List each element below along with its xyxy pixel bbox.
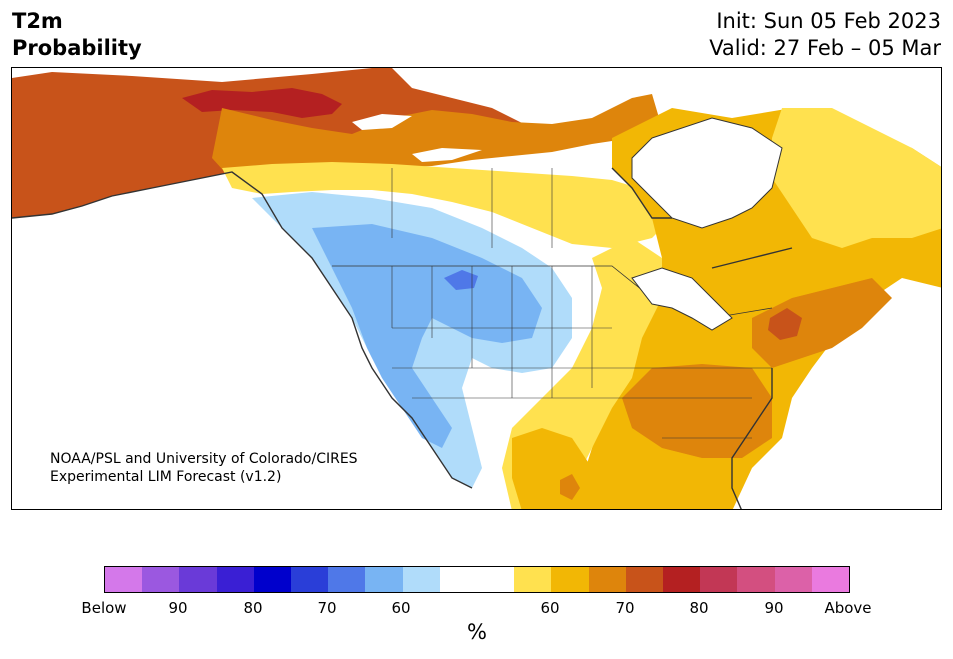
colorbar-segment	[439, 567, 478, 592]
colorbar-tick-label: 60	[540, 599, 560, 617]
colorbar-segment	[588, 567, 626, 592]
colorbar-segment	[625, 567, 664, 592]
canada-north-orange-region	[212, 94, 662, 184]
southeast-orange-region	[622, 364, 772, 458]
colorbar-tick-label: 80	[689, 599, 709, 617]
colorbar-segment	[551, 567, 589, 592]
colorbar-tick-label: 70	[317, 599, 337, 617]
arctic-lake-1	[352, 114, 412, 130]
hudson-bay	[631, 117, 783, 229]
colorbar-segment	[663, 567, 701, 592]
colorbar-segment	[291, 567, 329, 592]
colorbar-segment	[811, 567, 850, 592]
quebec-yellow-region	[772, 108, 941, 248]
new-england-dark-spot	[768, 308, 802, 340]
title-line-1: T2m	[12, 9, 63, 33]
colorbar-segment	[253, 567, 292, 592]
great-lakes	[631, 267, 733, 331]
colorbar	[104, 566, 850, 593]
colorbar-segment	[700, 567, 738, 592]
montana-deep-blue-spot	[444, 270, 478, 290]
colorbar-segment	[477, 567, 515, 592]
map-canvas	[12, 68, 941, 509]
colorbar-segment	[737, 567, 775, 592]
colorbar-segment	[216, 567, 254, 592]
western-blue-region	[312, 224, 542, 448]
colorbar-tick-label: 90	[168, 599, 188, 617]
northeast-dark-orange-region	[752, 278, 892, 368]
colorbar-segment	[328, 567, 366, 592]
credit-text: NOAA/PSL and University of Colorado/CIRE…	[50, 450, 358, 486]
texas-orange-spot	[560, 474, 580, 500]
coastline	[12, 167, 793, 509]
colorbar-tick-label: 60	[391, 599, 411, 617]
colorbar-tick-label: 90	[764, 599, 784, 617]
forecast-dates: Init: Sun 05 Feb 2023 Valid: 27 Feb – 05…	[709, 8, 941, 62]
colorbar-segment	[179, 567, 217, 592]
colorbar-segment	[402, 567, 440, 592]
colorbar-tick-label: 70	[615, 599, 635, 617]
credit-line-1: NOAA/PSL and University of Colorado/CIRE…	[50, 451, 358, 467]
colorbar-segment	[105, 567, 143, 592]
colorbar-segment	[514, 567, 552, 592]
title-line-2: Probability	[12, 36, 142, 60]
map-title: T2m Probability	[12, 8, 142, 62]
colorbar-segment	[774, 567, 812, 592]
valid-date: Valid: 27 Feb – 05 Mar	[709, 36, 941, 60]
colorbar-segment	[142, 567, 180, 592]
colorbar-tick-label: Above	[824, 599, 872, 617]
colorbar-segment	[365, 567, 403, 592]
init-date: Init: Sun 05 Feb 2023	[716, 9, 941, 33]
credit-line-2: Experimental LIM Forecast (v1.2)	[50, 469, 282, 485]
state-borders	[391, 168, 772, 439]
arctic-lake-2	[412, 148, 482, 162]
colorbar-tick-label: 80	[243, 599, 263, 617]
colorbar-unit: %	[467, 620, 487, 644]
canada-central-yellow-region	[222, 162, 672, 248]
colorbar-tick-label: Below	[81, 599, 127, 617]
forecast-map: NOAA/PSL and University of Colorado/CIRE…	[11, 67, 942, 510]
